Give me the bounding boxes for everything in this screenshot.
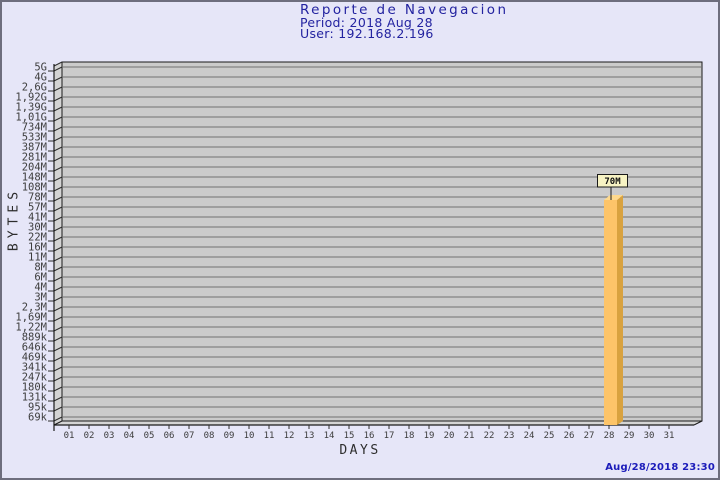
x-tick-label: 19 xyxy=(424,431,435,441)
y-tick-label: 4G xyxy=(34,72,47,84)
x-tick-label: 09 xyxy=(224,431,235,441)
x-tick-label: 26 xyxy=(564,431,575,441)
y-tick-label: 247k xyxy=(22,372,48,384)
x-tick-label: 03 xyxy=(104,431,115,441)
y-tick-label: 3M xyxy=(34,292,47,304)
x-tick-label: 07 xyxy=(184,431,195,441)
report-header: Reporte de Navegacion Period: 2018 Aug 2… xyxy=(300,2,509,41)
x-tick-label: 02 xyxy=(84,431,95,441)
bar-side-face xyxy=(617,195,623,425)
x-tick-label: 16 xyxy=(364,431,375,441)
bar-front-face xyxy=(604,200,617,425)
x-axis-title: DAYS xyxy=(339,443,381,458)
report-user: User: 192.168.2.196 xyxy=(300,25,434,41)
y-tick-label: 734M xyxy=(22,122,47,134)
y-tick-label: 1,39G xyxy=(15,102,47,114)
x-tick-label: 01 xyxy=(64,431,75,441)
y-tick-label: 30M xyxy=(28,222,47,234)
x-tick-label: 20 xyxy=(444,431,455,441)
value-flag-label: 70M xyxy=(604,177,621,187)
y-tick-label: 2,3M xyxy=(22,302,47,314)
x-tick-label: 23 xyxy=(504,431,515,441)
bottom-depth-band xyxy=(54,421,702,425)
y-tick-label: 281M xyxy=(22,152,47,164)
generated-timestamp: Aug/28/2018 23:30 xyxy=(605,462,715,473)
y-tick-label: 1,01G xyxy=(15,112,47,124)
left-depth-band xyxy=(54,62,62,425)
y-tick-label: 646k xyxy=(22,342,48,354)
x-tick-label: 24 xyxy=(524,431,535,441)
y-tick-label: 57M xyxy=(28,202,47,214)
bar-top-face xyxy=(604,195,623,200)
y-tick-label: 1,69M xyxy=(15,312,47,324)
y-tick-label: 95k xyxy=(28,402,48,414)
y-tick-label: 5G xyxy=(34,62,47,74)
x-tick-label: 13 xyxy=(304,431,315,441)
y-tick-label: 2,6G xyxy=(22,82,47,94)
y-tick-label: 387M xyxy=(22,142,47,154)
plot-area xyxy=(61,61,703,422)
x-tick-label: 31 xyxy=(664,431,675,441)
x-tick-label: 11 xyxy=(264,431,275,441)
report-period: Period: 2018 Aug 28 xyxy=(300,14,433,30)
x-tick-label: 15 xyxy=(344,431,355,441)
y-tick-label: 108M xyxy=(22,182,47,194)
y-tick-label: 22M xyxy=(28,232,47,244)
y-tick-label: 341k xyxy=(22,362,48,374)
y-tick-label: 148M xyxy=(22,172,47,184)
y-tick-label: 69k xyxy=(28,412,48,424)
y-tick-label: 180k xyxy=(22,382,48,394)
x-tick-label: 29 xyxy=(624,431,635,441)
y-tick-label: 204M xyxy=(22,162,47,174)
x-tick-label: 25 xyxy=(544,431,555,441)
y-tick-label: 11M xyxy=(28,252,47,264)
x-tick-label: 17 xyxy=(384,431,395,441)
y-tick-label: 4M xyxy=(34,282,47,294)
bottom-right-corner-diagonal xyxy=(693,420,703,426)
x-tick-label: 14 xyxy=(324,431,335,441)
y-tick-label: 6M xyxy=(34,272,47,284)
x-tick-label: 10 xyxy=(244,431,255,441)
x-tick-label: 06 xyxy=(164,431,175,441)
y-tick-label: 78M xyxy=(28,192,47,204)
x-tick-label: 21 xyxy=(464,431,475,441)
x-tick-label: 12 xyxy=(284,431,295,441)
x-tick-label: 08 xyxy=(204,431,215,441)
top-left-corner-diagonal xyxy=(53,61,63,67)
y-axis-title: BYTES xyxy=(6,186,22,252)
x-tick-label: 18 xyxy=(404,431,415,441)
value-flag-box xyxy=(597,174,628,188)
report-title: Reporte de Navegacion xyxy=(300,2,509,18)
bottom-left-corner-diagonal xyxy=(53,420,63,426)
y-tick-label: 8M xyxy=(34,262,47,274)
x-tick-label: 04 xyxy=(124,431,135,441)
y-tick-label: 1,22M xyxy=(15,322,47,334)
y-tick-label: 41M xyxy=(28,212,47,224)
y-tick-label: 469k xyxy=(22,352,48,364)
x-tick-label: 27 xyxy=(584,431,595,441)
x-tick-label: 30 xyxy=(644,431,655,441)
y-tick-label: 131k xyxy=(22,392,48,404)
y-tick-label: 889k xyxy=(22,332,48,344)
x-tick-label: 22 xyxy=(484,431,495,441)
y-tick-label: 1,92G xyxy=(15,92,47,104)
x-tick-label: 28 xyxy=(604,431,615,441)
y-tick-label: 533M xyxy=(22,132,47,144)
y-tick-label: 16M xyxy=(28,242,47,254)
x-tick-label: 05 xyxy=(144,431,155,441)
